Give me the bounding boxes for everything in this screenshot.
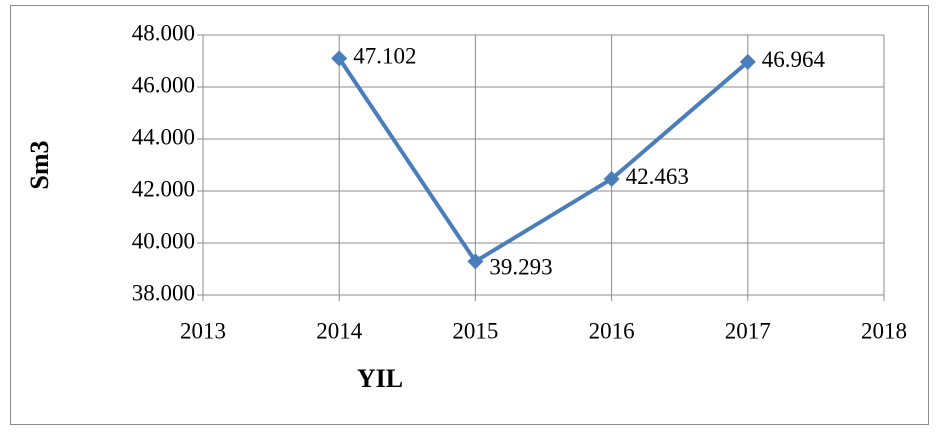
data-label: 39.293 (489, 255, 552, 280)
x-tick-label: 2014 (316, 318, 363, 343)
y-axis-label: Sm3 (25, 140, 54, 189)
x-tick-label: 2016 (589, 318, 635, 343)
y-tick-label: 42.000 (132, 176, 195, 201)
x-tick-label: 2015 (452, 318, 498, 343)
y-tick-label: 40.000 (132, 228, 195, 253)
data-label: 47.102 (353, 44, 416, 69)
marker (331, 50, 348, 67)
chart-border (10, 5, 929, 425)
y-tick-label: 44.000 (132, 124, 195, 149)
marker (467, 253, 484, 270)
line (337, 57, 750, 264)
x-tick-label: 2017 (725, 318, 771, 343)
marker (603, 170, 620, 187)
x-axis-label: YIL (357, 364, 403, 393)
x-tick-label: 2018 (861, 318, 907, 343)
y-tick-label: 38.000 (132, 280, 195, 305)
marker (739, 53, 756, 70)
x-tick-label: 2013 (180, 318, 226, 343)
data-label: 46.964 (762, 47, 826, 72)
data-label: 42.463 (626, 164, 689, 189)
y-tick-label: 48.000 (132, 20, 195, 45)
y-tick-label: 46.000 (132, 72, 195, 97)
